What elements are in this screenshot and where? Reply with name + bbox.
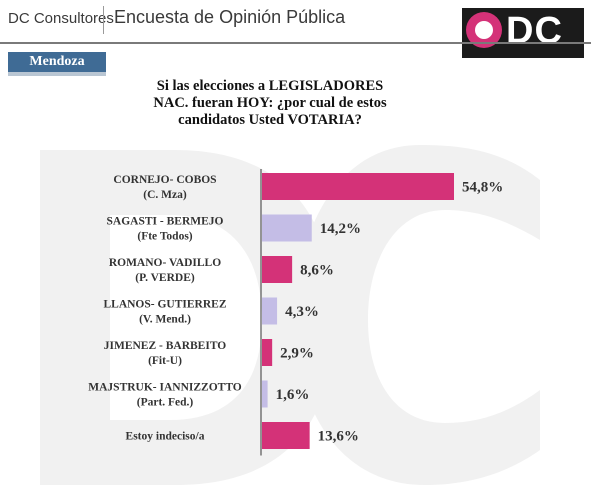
logo-text: DC bbox=[506, 10, 563, 52]
category-party-label: (Fte Todos) bbox=[137, 231, 192, 243]
category-party-label: (Fit-U) bbox=[148, 355, 182, 367]
category-label: LLANOS- GUTIERREZ bbox=[103, 299, 226, 311]
bar bbox=[262, 339, 273, 366]
data-label: 14,2% bbox=[320, 221, 361, 237]
data-label: 2,9% bbox=[280, 346, 314, 362]
bar bbox=[262, 256, 293, 283]
category-party-label: (C. Mza) bbox=[143, 189, 187, 201]
category-label: CORNEJO- COBOS bbox=[113, 174, 216, 186]
chart-title: Si las elecciones a LEGISLADORES NAC. fu… bbox=[120, 78, 420, 129]
header-divider bbox=[0, 42, 591, 44]
bar bbox=[262, 297, 278, 325]
category-label: ROMANO- VADILLO bbox=[109, 257, 221, 269]
header: DC Consultores Encuesta de Opinión Públi… bbox=[0, 0, 591, 42]
chart-title-line: candidatos Usted VOTARIA? bbox=[178, 112, 362, 128]
brand-separator bbox=[103, 6, 104, 34]
chart-title-line: NAC. fueran HOY: ¿por cual de estos bbox=[153, 95, 387, 111]
category-party-label: (Part. Fed.) bbox=[137, 397, 194, 409]
data-label: 54,8% bbox=[462, 180, 503, 196]
bar bbox=[262, 173, 454, 200]
odc-logo: DC bbox=[462, 8, 584, 58]
brand-name: DC Consultores bbox=[8, 10, 114, 27]
bar bbox=[262, 380, 268, 408]
survey-title: Encuesta de Opinión Pública bbox=[114, 7, 346, 27]
category-party-label: (P. VERDE) bbox=[135, 272, 195, 284]
region-badge-shadow bbox=[8, 72, 106, 76]
chart-title-line: Si las elecciones a LEGISLADORES bbox=[156, 78, 384, 94]
data-label: 8,6% bbox=[300, 263, 334, 279]
data-label: 4,3% bbox=[285, 304, 319, 320]
category-party-label: (V. Mend.) bbox=[139, 314, 191, 326]
category-label: SAGASTI - BERMEJO bbox=[107, 216, 224, 228]
category-label: JIMENEZ - BARBEITO bbox=[104, 340, 227, 352]
bar bbox=[262, 214, 312, 242]
bar bbox=[262, 422, 310, 449]
data-label: 1,6% bbox=[276, 387, 310, 403]
region-badge: Mendoza bbox=[8, 52, 106, 72]
category-label: Estoy indeciso/a bbox=[126, 431, 205, 443]
data-label: 13,6% bbox=[318, 429, 359, 445]
category-label: MAJSTRUK- IANNIZZOTTO bbox=[88, 382, 242, 394]
